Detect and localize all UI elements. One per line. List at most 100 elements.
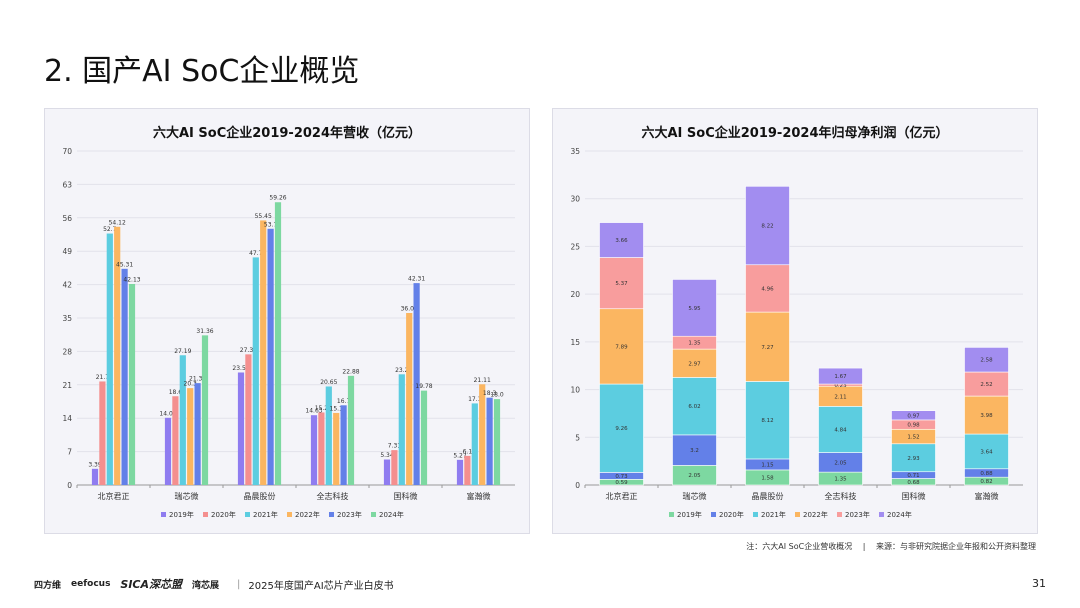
bar <box>252 257 259 485</box>
bar <box>406 312 413 485</box>
y-tick-label: 21 <box>62 381 72 390</box>
y-tick-label: 10 <box>570 386 580 395</box>
bar <box>493 399 501 485</box>
data-label: 1.15 <box>761 462 774 468</box>
data-label: 42.13 <box>123 276 140 283</box>
data-label: 4.96 <box>761 286 774 292</box>
bar <box>267 228 274 485</box>
bar <box>99 381 106 485</box>
data-label: 2.58 <box>980 358 993 364</box>
data-label: 0.88 <box>980 471 993 477</box>
bar <box>260 220 267 485</box>
data-label: 0.73 <box>615 474 628 480</box>
data-label: 6.02 <box>688 404 700 410</box>
x-tick-label: 国科微 <box>394 491 418 501</box>
bar <box>347 375 355 485</box>
stacked-bar-segment <box>672 377 717 436</box>
stacked-bar-segment <box>745 186 790 266</box>
legend-label: 2019年 <box>677 510 702 519</box>
revenue-chart: 六大AI SoC企业2019-2024年营收（亿元） 0 7 14 21 28 35 42 49… <box>62 125 515 519</box>
bar <box>274 202 282 485</box>
legend-label: 2020年 <box>719 510 744 519</box>
data-label: 20.65 <box>320 379 337 386</box>
legend-label: 2024年 <box>887 510 912 519</box>
data-label: 14.08 <box>159 410 176 417</box>
y-tick-label: 56 <box>62 214 72 223</box>
bar <box>340 405 347 485</box>
data-label: 9.26 <box>615 426 628 432</box>
data-label: 2.11 <box>834 394 846 400</box>
y-tick-label: 20 <box>570 290 580 299</box>
bar <box>413 283 420 485</box>
stacked-bar-segment <box>599 257 644 310</box>
bar <box>201 335 209 485</box>
legend-label: 2021年 <box>761 510 786 519</box>
bar <box>172 396 179 485</box>
bar <box>420 390 428 485</box>
bar <box>114 226 121 485</box>
data-label: 0.68 <box>907 480 920 486</box>
bar <box>318 412 325 485</box>
legend-swatch <box>287 512 292 517</box>
data-label: 2.05 <box>688 473 701 479</box>
x-tick-label: 富瀚微 <box>467 491 491 501</box>
legend-label: 2022年 <box>295 510 320 519</box>
data-label: 21.35 <box>189 376 206 383</box>
legend-swatch <box>371 512 376 517</box>
x-tick-label: 瑞芯微 <box>683 491 707 501</box>
data-label: 0.82 <box>980 479 992 485</box>
stacked-bar-segment <box>672 279 717 337</box>
data-label: 5.27 <box>453 452 467 459</box>
x-tick-label: 富瀚微 <box>975 491 999 501</box>
legend-swatch <box>837 512 842 517</box>
data-label: 20.3 <box>184 381 198 388</box>
logo-eefocus: eefocus <box>71 579 111 589</box>
data-label: 23.58 <box>232 365 249 372</box>
data-label: 15.1 <box>330 405 344 412</box>
data-label: 18.3 <box>483 390 497 397</box>
y-tick-label: 42 <box>62 281 72 290</box>
x-tick-label: 晶晨股份 <box>244 491 276 501</box>
data-label: 14.63 <box>305 408 322 415</box>
data-label: 1.35 <box>688 341 701 347</box>
data-label: 36.05 <box>401 305 418 312</box>
bar <box>333 412 340 485</box>
data-label: 5.34 <box>380 452 394 459</box>
data-label: 52.7 <box>103 226 117 233</box>
bar <box>391 450 398 485</box>
y-tick-label: 14 <box>62 414 72 423</box>
y-tick-label: 15 <box>570 338 580 347</box>
data-label: 2.05 <box>834 460 847 466</box>
profit-chart-panel: 六大AI SoC企业2019-2024年归母净利润（亿元） 0 5 10 15 20 25 3… <box>552 108 1038 534</box>
bar <box>471 403 478 485</box>
bar <box>164 417 172 485</box>
legend-label: 2022年 <box>803 510 828 519</box>
x-tick-label: 全志科技 <box>317 491 349 501</box>
chart-title: 六大AI SoC企业2019-2024年归母净利润（亿元） <box>641 125 948 141</box>
stacked-bar-segment <box>745 381 790 460</box>
x-tick-label: 全志科技 <box>825 491 857 501</box>
y-tick-label: 35 <box>570 147 580 156</box>
data-label: 5.37 <box>615 281 628 287</box>
y-tick-label: 25 <box>570 242 580 251</box>
legend-label: 2023年 <box>845 510 870 519</box>
revenue-chart-panel: 六大AI SoC企业2019-2024年营收（亿元） 0 7 14 21 28 35 42 49… <box>44 108 530 534</box>
logo-sifangwei: 四方维 <box>34 580 62 591</box>
legend-label: 2023年 <box>337 510 362 519</box>
data-label: 18.0 <box>490 392 504 399</box>
data-label: 21.11 <box>474 377 491 384</box>
legend-swatch <box>329 512 334 517</box>
bar <box>456 459 464 485</box>
logo-sica: SICA深芯盟 <box>120 578 183 591</box>
stacked-bar-segment <box>672 434 717 466</box>
legend-swatch <box>245 512 250 517</box>
bar <box>237 372 245 485</box>
bar <box>106 233 113 485</box>
data-label: 0.97 <box>907 413 920 419</box>
legend-label: 2024年 <box>379 510 404 519</box>
data-label: 0.71 <box>907 473 919 479</box>
data-label: 7.27 <box>761 345 774 351</box>
bar <box>398 374 405 485</box>
source-text: 来源：与非研究院据企业年报和公开资料整理 <box>876 542 1036 551</box>
stacked-bar-segment <box>745 264 790 313</box>
